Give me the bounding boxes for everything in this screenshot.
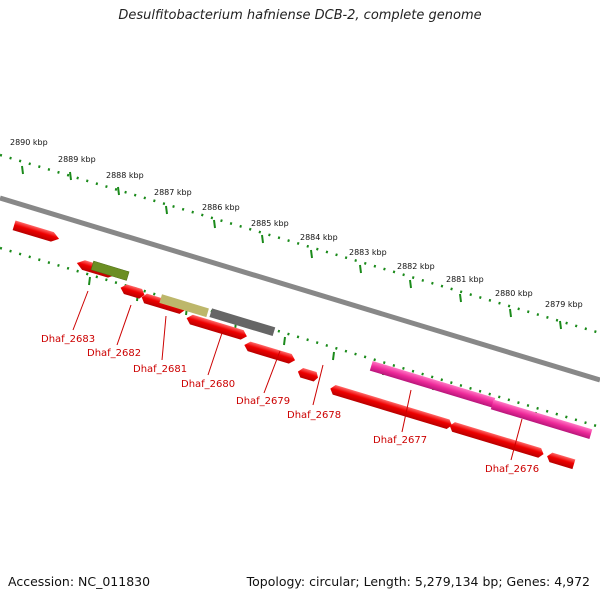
feature-magenta[interactable] (490, 399, 593, 440)
gene-arrow[interactable] (296, 367, 319, 383)
gene-arrow[interactable] (448, 421, 545, 459)
gene-arrow[interactable] (185, 313, 248, 341)
genome-summary-text: Topology: circular; Length: 5,279,134 bp… (246, 574, 590, 589)
gene-arrow[interactable] (546, 451, 576, 470)
gene-label[interactable]: Dhaf_2679 (236, 396, 290, 407)
kbp-label: 2885 kbp (251, 219, 289, 228)
gene-label[interactable]: Dhaf_2683 (41, 334, 95, 345)
feature-magenta[interactable] (369, 361, 496, 408)
kbp-label: 2890 kbp (10, 138, 48, 147)
lower-tick-track (0, 246, 600, 429)
map-title: Desulfitobacterium hafniense DCB-2, comp… (118, 8, 482, 23)
upper-major-ticks (21, 165, 562, 330)
gene-row-features (90, 260, 593, 440)
feature-khaki[interactable] (159, 294, 209, 318)
kbp-label: 2882 kbp (397, 262, 435, 271)
kbp-label: 2887 kbp (154, 188, 192, 197)
gene-label[interactable]: Dhaf_2676 (485, 464, 539, 475)
genome-backbone (0, 195, 600, 383)
gene-label[interactable]: Dhaf_2677 (373, 435, 427, 446)
kbp-label: 2889 kbp (58, 155, 96, 164)
feature-gray[interactable] (209, 308, 276, 337)
gene-arrow[interactable] (329, 384, 453, 430)
kbp-label: 2884 kbp (300, 233, 338, 242)
kbp-label: 2880 kbp (495, 289, 533, 298)
gene-arrow[interactable] (119, 283, 146, 300)
upper-tick-track (0, 153, 600, 335)
kbp-label: 2879 kbp (545, 300, 583, 309)
gene-label[interactable]: Dhaf_2681 (133, 364, 187, 375)
gene-label[interactable]: Dhaf_2680 (181, 379, 235, 390)
gene-arrow[interactable] (12, 220, 61, 244)
gene-label-leaders (72, 290, 523, 461)
gene-arrow[interactable] (243, 340, 297, 365)
gene-label[interactable]: Dhaf_2682 (87, 348, 141, 359)
kbp-label: 2883 kbp (349, 248, 387, 257)
kbp-label: 2881 kbp (446, 275, 484, 284)
kbp-label: 2888 kbp (106, 171, 144, 180)
gene-label[interactable]: Dhaf_2678 (287, 410, 341, 421)
feature-olive[interactable] (90, 260, 130, 281)
kbp-label: 2886 kbp (202, 203, 240, 212)
accession-text: Accession: NC_011830 (8, 574, 151, 589)
gene-labels: Dhaf_2683 Dhaf_2682 Dhaf_2681 Dhaf_2680 … (41, 334, 539, 475)
kbp-scale-labels: 2890 kbp 2889 kbp 2888 kbp 2887 kbp 2886… (10, 138, 583, 309)
